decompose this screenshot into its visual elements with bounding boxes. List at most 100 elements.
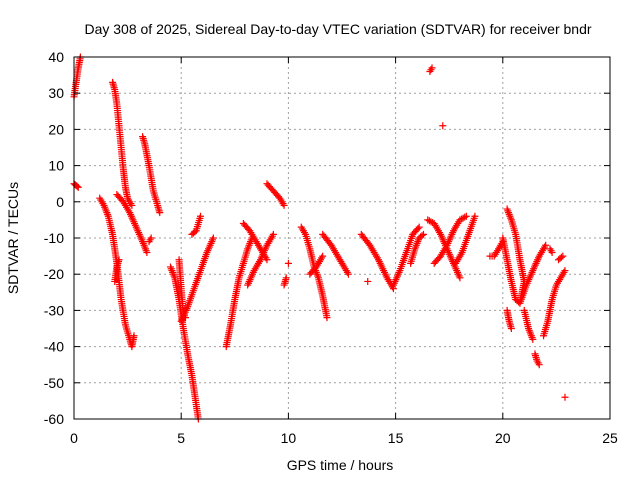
data-point bbox=[415, 223, 423, 231]
y-tick-label: -60 bbox=[44, 411, 64, 427]
x-tick-label: 5 bbox=[177, 430, 185, 446]
data-point bbox=[74, 183, 82, 191]
series-track-18 bbox=[284, 259, 292, 267]
y-tick-label: -30 bbox=[44, 302, 64, 318]
series-track-30 bbox=[452, 212, 479, 267]
data-point bbox=[143, 248, 151, 256]
y-tick-label: -20 bbox=[44, 266, 64, 282]
series-track-40 bbox=[555, 252, 567, 264]
y-tick-label: 40 bbox=[48, 49, 64, 65]
data-point bbox=[418, 232, 426, 240]
data-point bbox=[280, 201, 288, 209]
data-point bbox=[196, 212, 204, 220]
data-point bbox=[414, 225, 422, 233]
data-point bbox=[344, 270, 352, 278]
data-point bbox=[146, 236, 154, 244]
series-track-01 bbox=[70, 53, 84, 101]
series-track-23 bbox=[364, 277, 372, 285]
data-point bbox=[319, 252, 327, 260]
grid-lines bbox=[74, 57, 610, 419]
data-point bbox=[439, 122, 447, 130]
series-track-36 bbox=[520, 306, 537, 343]
series-track-07 bbox=[139, 133, 164, 217]
series-track-02 bbox=[70, 180, 82, 191]
data-points bbox=[70, 53, 569, 423]
data-point bbox=[419, 230, 427, 238]
y-tick-label: 30 bbox=[48, 85, 64, 101]
y-tick-label: -10 bbox=[44, 230, 64, 246]
data-point bbox=[559, 252, 567, 260]
data-point bbox=[263, 256, 271, 264]
series-track-41 bbox=[561, 393, 569, 401]
y-tick-label: 10 bbox=[48, 158, 64, 174]
series-track-12 bbox=[188, 212, 204, 238]
series-track-11 bbox=[177, 234, 217, 325]
series-track-37 bbox=[531, 350, 543, 369]
series-track-17 bbox=[280, 274, 290, 289]
data-point bbox=[462, 212, 470, 220]
data-point bbox=[547, 247, 555, 255]
data-point bbox=[561, 393, 569, 401]
series-track-25 bbox=[407, 230, 427, 267]
series-track-35 bbox=[516, 241, 550, 307]
y-tick-label: -40 bbox=[44, 339, 64, 355]
series-track-32 bbox=[499, 234, 528, 307]
data-point bbox=[428, 64, 436, 72]
y-tick-label: -50 bbox=[44, 375, 64, 391]
series-track-21 bbox=[319, 230, 352, 278]
y-tick-label: 20 bbox=[48, 121, 64, 137]
series-track-38 bbox=[540, 267, 569, 340]
series-track-09 bbox=[166, 263, 202, 423]
series-track-27 bbox=[426, 64, 436, 75]
series-track-33 bbox=[503, 306, 515, 332]
data-point bbox=[323, 314, 331, 322]
data-point bbox=[427, 66, 435, 74]
series-track-39 bbox=[546, 245, 556, 256]
data-point bbox=[209, 234, 217, 242]
series-track-24 bbox=[389, 223, 423, 289]
data-point bbox=[542, 241, 550, 249]
data-point bbox=[561, 267, 569, 275]
data-point bbox=[461, 213, 469, 221]
x-axis-label: GPS time / hours bbox=[287, 457, 394, 473]
data-point bbox=[535, 361, 543, 369]
data-point bbox=[130, 332, 138, 340]
series-track-13 bbox=[222, 234, 256, 351]
series-track-20 bbox=[306, 252, 327, 278]
data-point bbox=[73, 182, 81, 190]
series-track-16 bbox=[263, 180, 288, 209]
data-point bbox=[459, 214, 467, 222]
data-point bbox=[507, 325, 515, 332]
x-tick-label: 20 bbox=[495, 430, 511, 446]
data-point bbox=[128, 201, 136, 209]
data-point bbox=[548, 248, 556, 256]
series-track-06 bbox=[113, 191, 151, 256]
series-track-22 bbox=[357, 230, 397, 293]
series-track-05 bbox=[111, 256, 123, 285]
series-track-29 bbox=[430, 212, 470, 267]
series-track-03 bbox=[109, 78, 136, 209]
x-tick-label: 15 bbox=[388, 430, 404, 446]
data-point bbox=[427, 218, 435, 226]
series-track-15 bbox=[244, 230, 277, 289]
x-tick-label: 10 bbox=[281, 430, 297, 446]
data-point bbox=[456, 274, 464, 282]
series-track-28 bbox=[439, 122, 447, 130]
y-axis-label: SDTVAR / TECUs bbox=[5, 182, 21, 294]
series-track-08 bbox=[145, 234, 155, 246]
data-point bbox=[284, 259, 292, 267]
series-track-31 bbox=[486, 238, 507, 260]
data-point bbox=[147, 234, 155, 242]
data-point bbox=[156, 209, 164, 217]
chart-title: Day 308 of 2025, Sidereal Day-to-day VTE… bbox=[84, 21, 591, 37]
x-tick-label: 25 bbox=[602, 430, 618, 446]
data-point bbox=[557, 253, 565, 261]
data-point bbox=[115, 256, 123, 264]
data-point bbox=[269, 230, 277, 238]
data-point bbox=[471, 212, 479, 220]
axis-ticks: 0 5 10 15 20 25 -60 -50 -40 -30 -20 -10 0 10 20 30 40 bbox=[44, 49, 618, 446]
data-point bbox=[529, 335, 537, 343]
data-point bbox=[364, 277, 372, 285]
